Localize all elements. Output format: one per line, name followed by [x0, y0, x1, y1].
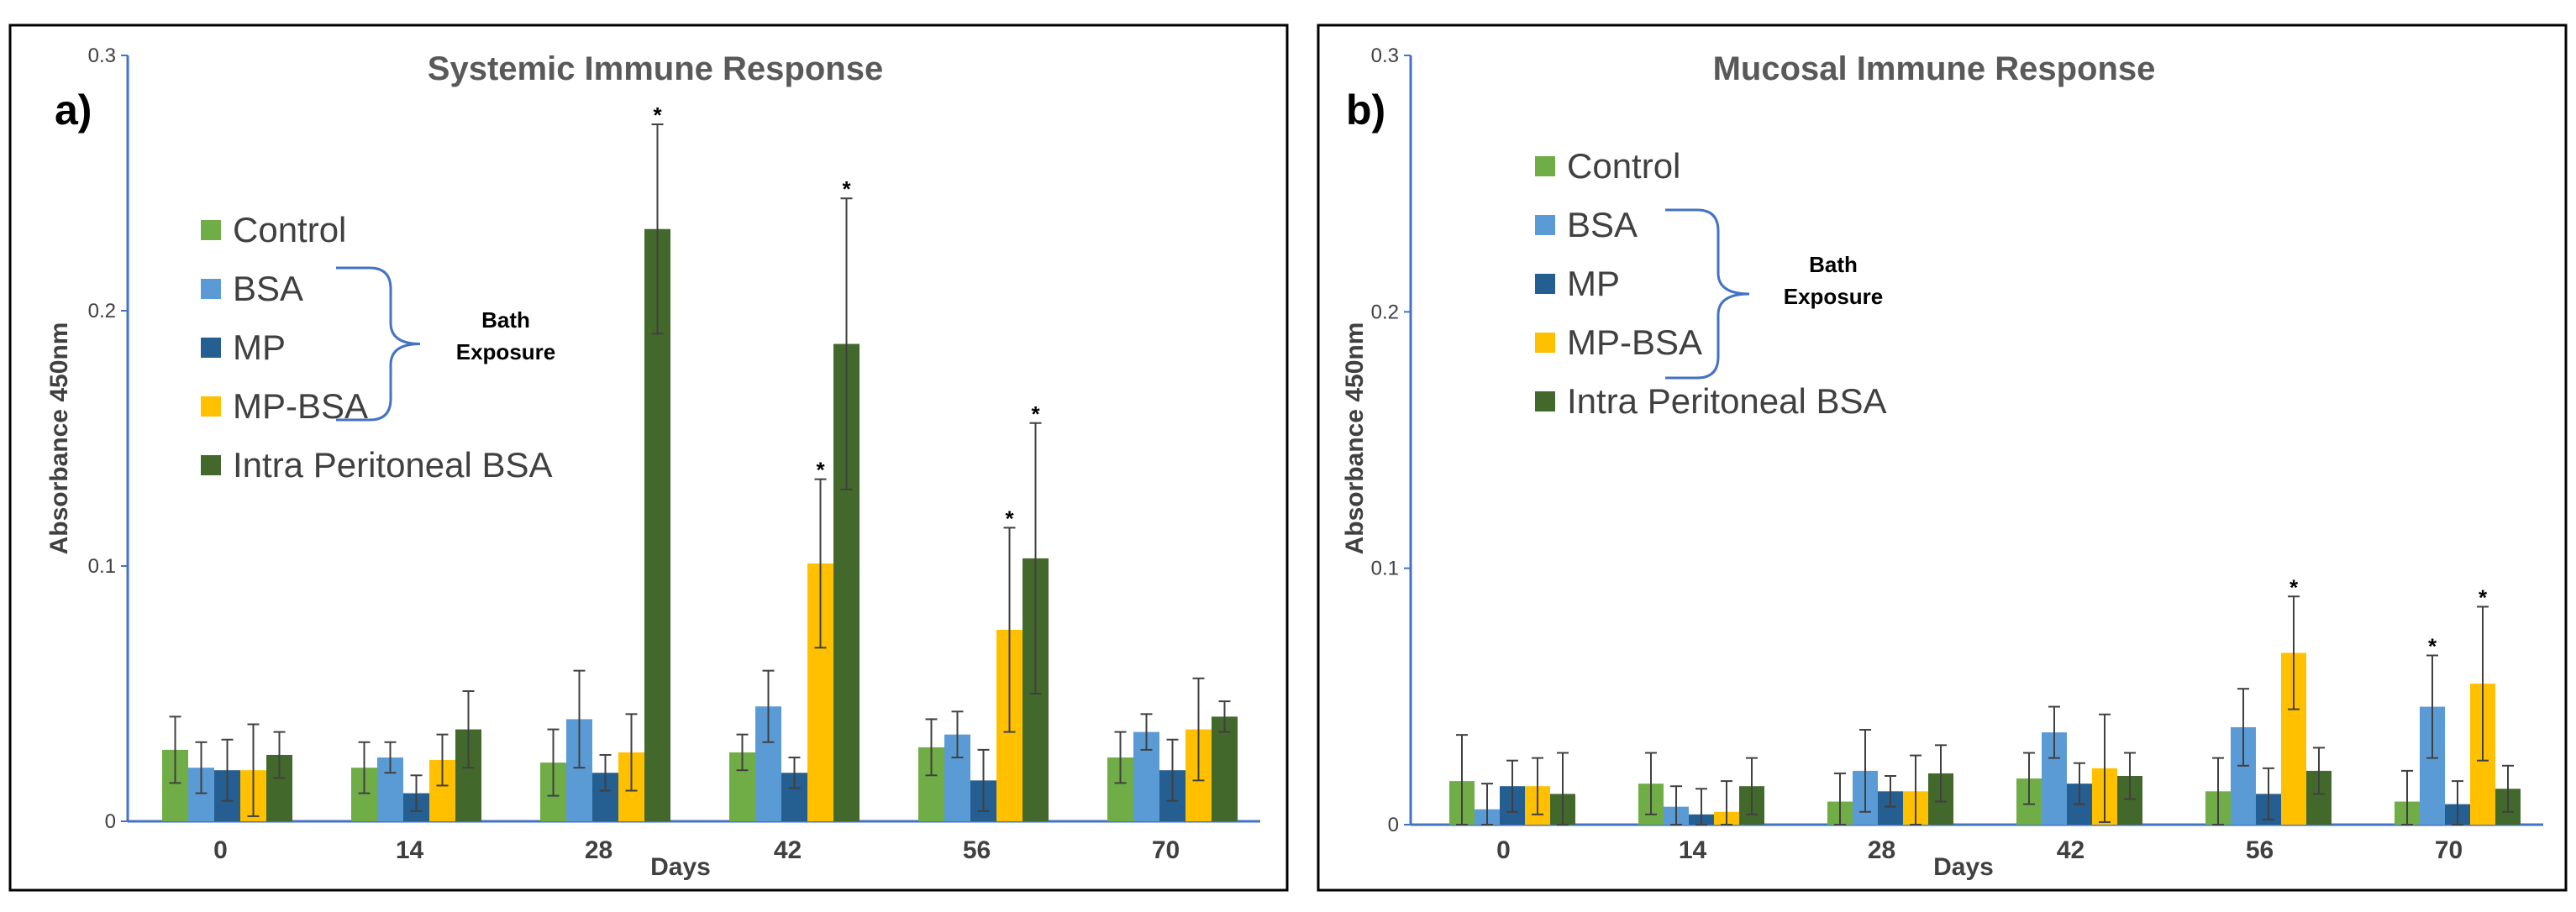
legend-swatch	[201, 338, 221, 358]
legend-label: MP	[1567, 264, 1620, 303]
bath-exposure-bracket	[1665, 208, 1750, 380]
legend-swatch	[1535, 391, 1555, 411]
y-tick-label: 0.3	[88, 45, 116, 67]
legend-swatch	[1535, 156, 1555, 176]
significance-star: *	[816, 458, 825, 483]
y-tick-label: 0.3	[1371, 45, 1399, 67]
x-tick-label: 0	[213, 836, 228, 864]
x-tick-label: 0	[1496, 836, 1511, 864]
x-tick-label: 70	[1152, 836, 1180, 864]
y-tick-label: 0.2	[1371, 301, 1399, 323]
significance-star: *	[653, 102, 662, 128]
x-tick-label: 28	[1868, 836, 1895, 864]
significance-star: *	[1031, 401, 1040, 427]
legend-label: Intra Peritoneal BSA	[1567, 381, 1887, 421]
legend-swatch	[1535, 274, 1555, 294]
y-tick-label: 0.2	[88, 300, 116, 322]
panel-frame	[1317, 24, 2568, 892]
legend-label: Intra Peritoneal BSA	[233, 445, 553, 485]
panel-systemic: 0 0.1 0.2 0.3 0 14 28 42 56 70 * * * * * Systemic Immun…	[8, 24, 1289, 892]
x-tick-label: 56	[963, 836, 991, 864]
chart-title: Systemic Immune Response	[428, 50, 883, 87]
significance-star: *	[2479, 584, 2488, 610]
legend-label: MP-BSA	[1567, 322, 1702, 362]
bracket-label-line2: Exposure	[456, 339, 556, 364]
panel-label: a)	[55, 86, 92, 134]
systemic-chart: 0 0.1 0.2 0.3 0 14 28 42 56 70 * * * * * Systemic Immun…	[8, 24, 1289, 892]
panel-mucosal: 0 0.1 0.2 0.3 0 14 28 42 56 70 * * * Mucosal Immune R…	[1308, 0, 2576, 912]
significance-star: *	[1005, 506, 1014, 531]
x-tick-label: 70	[2435, 836, 2463, 864]
y-tick-label: 0.1	[88, 555, 116, 578]
legend-swatch	[201, 279, 221, 299]
x-axis-label: Days	[650, 853, 711, 881]
significance-star: *	[2289, 574, 2299, 600]
y-tick-label: 0	[105, 810, 116, 833]
legend-label: MP	[233, 328, 286, 367]
panel-label: b)	[1346, 86, 1385, 134]
y-axis-label: Absorbance 450nm	[45, 322, 73, 555]
significance-star: *	[2428, 633, 2437, 658]
mucosal-chart: 0 0.1 0.2 0.3 0 14 28 42 56 70 * * * Mucosal Immune R…	[1317, 24, 2568, 892]
legend-label: BSA	[233, 269, 303, 308]
x-tick-label: 56	[2246, 836, 2274, 864]
x-tick-label: 28	[585, 836, 612, 864]
x-axis-label: Days	[1933, 853, 1994, 881]
chart-title: Mucosal Immune Response	[1713, 50, 2156, 87]
x-tick-label: 42	[2057, 836, 2084, 864]
bracket-label-line2: Exposure	[1784, 284, 1884, 309]
x-tick-label: 42	[774, 836, 802, 864]
y-tick-label: 0.1	[1371, 558, 1399, 580]
bar-intra-peritoneal-bsa	[1212, 716, 1238, 821]
significance-star: *	[842, 176, 851, 202]
legend-label: BSA	[1567, 205, 1638, 244]
legend-label: Control	[233, 210, 346, 249]
x-tick-label: 14	[396, 836, 424, 864]
y-axis-label: Absorbance 450nm	[1341, 322, 1369, 555]
legend-swatch	[201, 455, 221, 475]
bracket-label-line1: Bath	[481, 307, 530, 333]
legend-swatch	[201, 396, 221, 417]
bracket-label-line1: Bath	[1809, 252, 1858, 277]
bath-exposure-bracket	[336, 266, 421, 422]
legend-swatch	[1535, 333, 1555, 353]
legend-swatch	[1535, 215, 1555, 235]
legend-swatch	[201, 220, 221, 240]
x-tick-label: 14	[1679, 836, 1707, 864]
legend-label: Control	[1567, 146, 1680, 186]
y-tick-label: 0	[1388, 814, 1399, 836]
